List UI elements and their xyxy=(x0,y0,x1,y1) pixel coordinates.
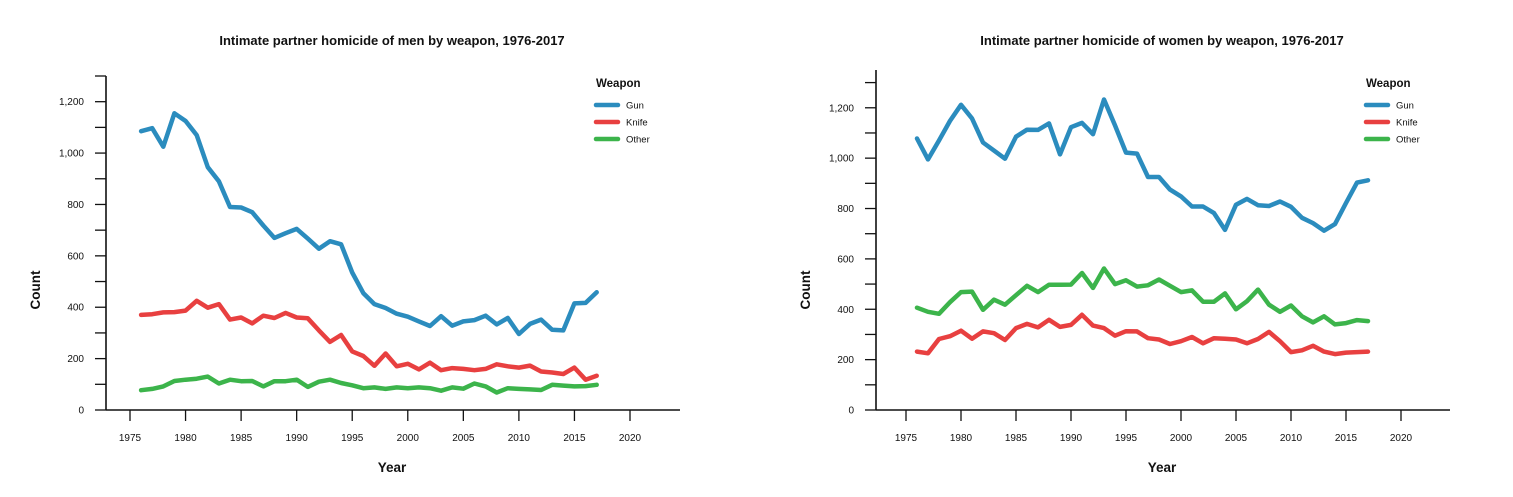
legend-label-gun: Gun xyxy=(626,101,644,112)
x-tick-label: 2010 xyxy=(1280,433,1303,444)
chart-panel-2: Intimate partner homicide of women by we… xyxy=(798,33,1450,475)
legend-label-gun: Gun xyxy=(1396,101,1414,112)
x-tick-label: 2015 xyxy=(1335,433,1358,444)
y-tick-label: 0 xyxy=(848,406,854,417)
series-line-other xyxy=(138,374,599,395)
x-tick-label: 2020 xyxy=(1390,433,1413,444)
y-tick-label: 800 xyxy=(67,200,84,211)
x-tick-label: 1975 xyxy=(119,433,142,444)
y-tick-label: 600 xyxy=(837,254,854,265)
x-tick-label: 1990 xyxy=(1060,433,1083,444)
x-tick-label: 1985 xyxy=(230,433,253,444)
x-axis-label: Year xyxy=(1148,460,1177,475)
y-tick-label: 400 xyxy=(67,303,84,314)
chart-title: Intimate partner homicide of women by we… xyxy=(980,33,1343,48)
y-tick-label: 1,000 xyxy=(829,154,854,165)
x-tick-label: 2005 xyxy=(452,433,475,444)
legend-title: Weapon xyxy=(1366,78,1411,90)
y-axis-label: Count xyxy=(28,270,43,309)
legend: Weapon Gun Knife Other xyxy=(1363,78,1420,146)
x-tick-label: 1985 xyxy=(1005,433,1028,444)
legend-title: Weapon xyxy=(596,78,641,90)
y-tick-label: 1,200 xyxy=(829,103,854,114)
y-tick-label: 200 xyxy=(837,355,854,366)
series-line-knife xyxy=(138,298,599,382)
x-tick-label: 1980 xyxy=(950,433,973,444)
x-tick-label: 1990 xyxy=(286,433,309,444)
x-tick-label: 1995 xyxy=(1115,433,1138,444)
y-tick-label: 1,000 xyxy=(59,149,84,160)
x-tick-label: 1995 xyxy=(341,433,364,444)
series-line-knife xyxy=(914,312,1371,357)
legend-label-knife: Knife xyxy=(1396,118,1418,129)
chart-panel-1: Intimate partner homicide of men by weap… xyxy=(28,33,680,475)
x-tick-label: 1980 xyxy=(174,433,197,444)
legend-label-other: Other xyxy=(626,135,650,146)
y-tick-label: 1,200 xyxy=(59,97,84,108)
y-tick-label: 200 xyxy=(67,354,84,365)
y-tick-label: 800 xyxy=(837,204,854,215)
x-tick-label: 1975 xyxy=(895,433,918,444)
x-tick-label: 2020 xyxy=(619,433,642,444)
y-tick-label: 0 xyxy=(78,406,84,417)
x-tick-label: 2000 xyxy=(397,433,420,444)
chart-title: Intimate partner homicide of men by weap… xyxy=(219,33,564,48)
x-tick-label: 2005 xyxy=(1225,433,1248,444)
x-tick-label: 2010 xyxy=(508,433,531,444)
x-axis-label: Year xyxy=(378,460,407,475)
x-tick-label: 2015 xyxy=(563,433,586,444)
y-tick-label: 600 xyxy=(67,251,84,262)
x-tick-label: 2000 xyxy=(1170,433,1193,444)
y-tick-label: 400 xyxy=(837,305,854,316)
series-line-gun xyxy=(914,97,1371,233)
legend-label-knife: Knife xyxy=(626,118,648,129)
series-line-other xyxy=(914,266,1371,327)
legend: Weapon Gun Knife Other xyxy=(593,78,650,146)
series-line-gun xyxy=(138,111,599,337)
legend-label-other: Other xyxy=(1396,135,1420,146)
y-axis-label: Count xyxy=(798,270,813,309)
